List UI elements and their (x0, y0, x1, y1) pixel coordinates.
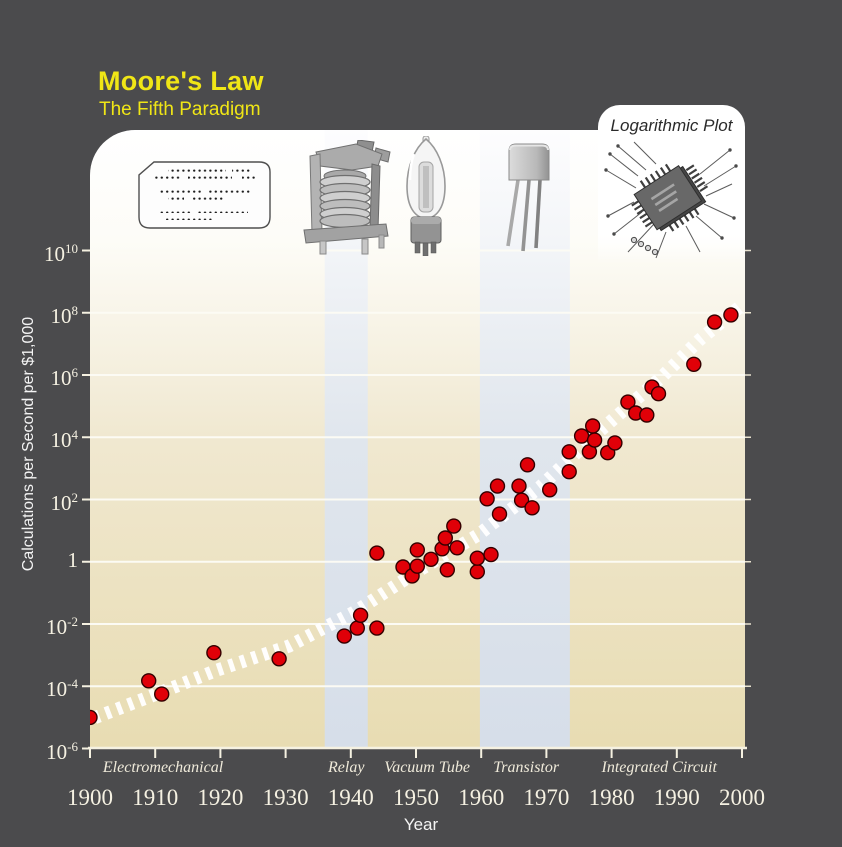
exponential-trend-line (90, 298, 745, 729)
data-point (573, 428, 590, 444)
x-axis-title: Year (403, 815, 439, 834)
era-label: Vacuum Tube (384, 759, 470, 776)
data-point (620, 394, 636, 410)
y-tick-label: 104 (50, 427, 79, 453)
x-tick-label: 1920 (197, 785, 244, 810)
x-tick-label: 1910 (132, 785, 179, 810)
y-tick-label: 10-4 (46, 676, 78, 702)
data-point (437, 530, 453, 546)
data-point (542, 482, 558, 498)
data-point-layer (90, 307, 739, 726)
y-tick-label: 10-2 (46, 614, 78, 639)
x-tick-label: 1980 (588, 785, 635, 810)
integrated-circuit-icon (604, 141, 738, 259)
data-point (483, 546, 499, 563)
relay-icon (303, 140, 391, 255)
transistor-icon (506, 143, 550, 252)
data-point (585, 418, 601, 434)
punched-card-icon (138, 161, 271, 229)
era-label: Integrated Circuit (601, 759, 717, 776)
y-tick-label: 102 (50, 489, 79, 515)
data-point (90, 709, 98, 726)
data-point (491, 506, 508, 522)
data-point (607, 435, 623, 451)
data-point (513, 492, 530, 508)
data-point (723, 307, 739, 323)
axis-layer (82, 249, 751, 758)
data-point (349, 620, 365, 636)
data-point (650, 386, 667, 402)
data-point (686, 356, 702, 372)
page-subtitle: The Fifth Paradigm (99, 99, 261, 120)
data-point (469, 550, 485, 566)
data-point (524, 500, 540, 516)
page-title: Moore's Law (98, 66, 264, 96)
data-point (469, 564, 485, 580)
data-point (449, 540, 465, 556)
x-tick-label: 1950 (393, 785, 439, 810)
data-point (706, 314, 723, 330)
y-axis-title: Calculations per Second per $1,000 (20, 316, 37, 572)
data-point (519, 457, 536, 473)
logarithmic-plot-badge: Logarithmic Plot (598, 105, 745, 263)
data-point (439, 562, 455, 578)
data-point (140, 673, 157, 689)
data-point (409, 542, 425, 558)
data-point (409, 558, 425, 574)
data-point (586, 432, 603, 448)
data-point (511, 478, 527, 494)
vacuum-tube-icon (406, 136, 446, 256)
era-label: Relay (328, 759, 365, 776)
x-tick-label: 1930 (262, 785, 309, 810)
data-point (153, 686, 170, 702)
y-tick-label: 106 (50, 365, 79, 390)
data-point (479, 491, 495, 507)
x-tick-label: 1940 (327, 785, 374, 810)
era-label: Transistor (493, 759, 560, 776)
era-label: Electromechanical (102, 759, 224, 776)
y-tick-label: 108 (50, 302, 79, 328)
data-point (561, 464, 577, 480)
data-point (352, 607, 369, 623)
y-tick-label: 1010 (44, 240, 78, 266)
x-tick-label: 2000 (719, 785, 765, 810)
data-point (639, 407, 655, 423)
data-point (369, 620, 385, 636)
data-point (446, 518, 462, 534)
y-tick-label: 1 (67, 547, 79, 572)
data-point (336, 628, 352, 644)
chart-title-block: Moore's Law The Fifth Paradigm (98, 66, 264, 121)
x-tick-label: 1970 (523, 785, 570, 810)
x-tick-label: 1990 (653, 785, 700, 810)
data-point (423, 551, 439, 567)
data-point (271, 651, 287, 667)
data-point (561, 444, 577, 460)
x-tick-label: 1960 (458, 785, 505, 810)
data-point (206, 645, 222, 661)
y-tick-label: 10-6 (46, 738, 78, 764)
data-point (369, 545, 385, 561)
x-tick-label: 1900 (67, 785, 113, 810)
data-point (489, 478, 506, 494)
logarithmic-plot-label: Logarithmic Plot (610, 116, 733, 135)
